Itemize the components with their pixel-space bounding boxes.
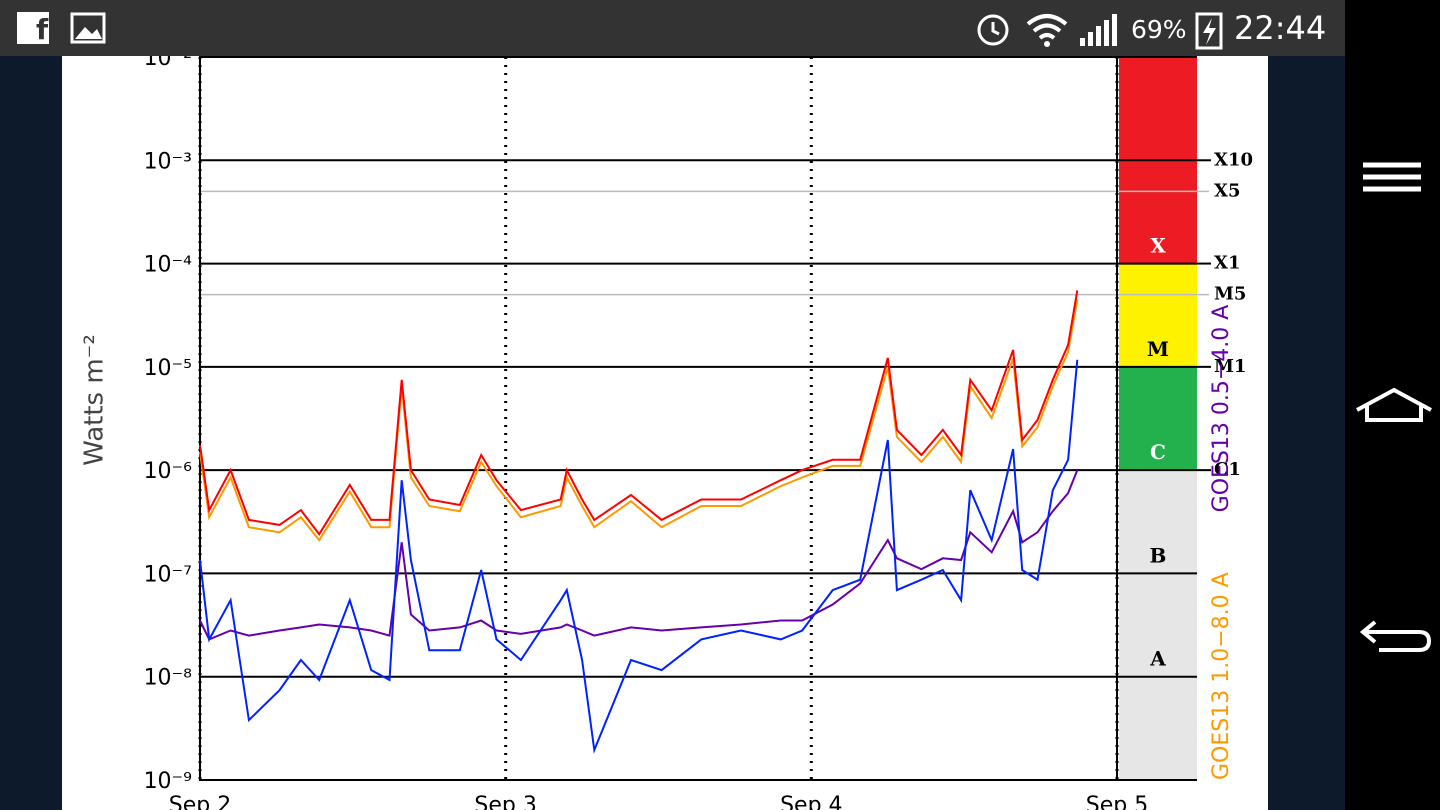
y-tick-label: 10⁻⁶	[144, 459, 193, 484]
series-line	[199, 299, 1079, 542]
class-band	[1119, 470, 1197, 574]
y-tick-label: 10⁻⁹	[144, 769, 192, 794]
menu-button[interactable]	[1363, 162, 1421, 192]
plot-frame	[199, 56, 1118, 781]
clock: 22:44	[1234, 9, 1327, 47]
battery-icon	[1195, 12, 1223, 50]
signal-icon	[1080, 14, 1117, 46]
status-bar: f 69% 22:44	[0, 0, 1345, 56]
class-level-label: C1	[1214, 459, 1241, 480]
class-band	[1119, 573, 1197, 677]
legend-entry: GOES13 0.5−4.0 A	[1209, 305, 1234, 513]
x-tick-label: Sep 3	[474, 793, 536, 810]
alarm-hands	[991, 22, 1000, 36]
navigation-bar	[1345, 0, 1440, 810]
legend-entry: GOES13 1.0−8.0 A	[1209, 572, 1234, 780]
y-tick-label: 10⁻⁵	[144, 356, 192, 381]
x-tick-label: Sep 5	[1086, 793, 1148, 810]
class-band-label: M	[1147, 337, 1169, 361]
class-band-label: C	[1150, 440, 1166, 464]
chart-background	[62, 56, 1268, 810]
y-tick-label: 10⁻⁷	[144, 562, 192, 587]
nav-icons	[1356, 162, 1432, 652]
y-tick-label: 10⁻²	[144, 56, 192, 71]
wifi-icon	[1026, 14, 1068, 40]
series-line	[199, 469, 1079, 641]
home-button[interactable]	[1356, 387, 1432, 422]
y-tick-label: 10⁻⁸	[144, 666, 193, 691]
class-level-label: X10	[1214, 149, 1253, 170]
image-icon	[70, 12, 106, 44]
back-button[interactable]	[1359, 620, 1432, 652]
wifi-dot	[1044, 41, 1050, 47]
class-band	[1119, 366, 1197, 471]
alarm-icon	[977, 14, 1009, 46]
image-mountain	[75, 27, 102, 39]
series-line	[199, 290, 1079, 536]
status-icons: f	[17, 12, 1223, 50]
class-level-label: M1	[1214, 356, 1246, 377]
y-tick-label: 10⁻⁴	[144, 253, 193, 278]
x-tick-label: Sep 4	[780, 793, 842, 810]
class-level-label: X5	[1214, 180, 1241, 201]
facebook-icon	[17, 12, 49, 44]
series-line	[199, 359, 1079, 754]
x-tick-label: Sep 2	[169, 793, 231, 810]
chart: Watts m⁻² X M C B A X10 X5 X1 M5 M1 C1 10⁻⁹ 10⁻⁸ 10⁻⁷…	[62, 56, 1268, 810]
class-level-label: M5	[1214, 284, 1246, 305]
facebook-f: f	[36, 13, 49, 46]
class-band-label: B	[1150, 543, 1167, 567]
battery-level: 69%	[1131, 15, 1187, 44]
y-axis-label: Watts m⁻²	[80, 334, 110, 466]
class-band-label: X	[1150, 234, 1166, 258]
battery-bolt	[1203, 18, 1216, 45]
class-level-label: X1	[1214, 253, 1241, 274]
class-band	[1119, 263, 1197, 367]
class-band-label: A	[1149, 647, 1166, 671]
y-tick-label: 10⁻³	[144, 149, 192, 174]
